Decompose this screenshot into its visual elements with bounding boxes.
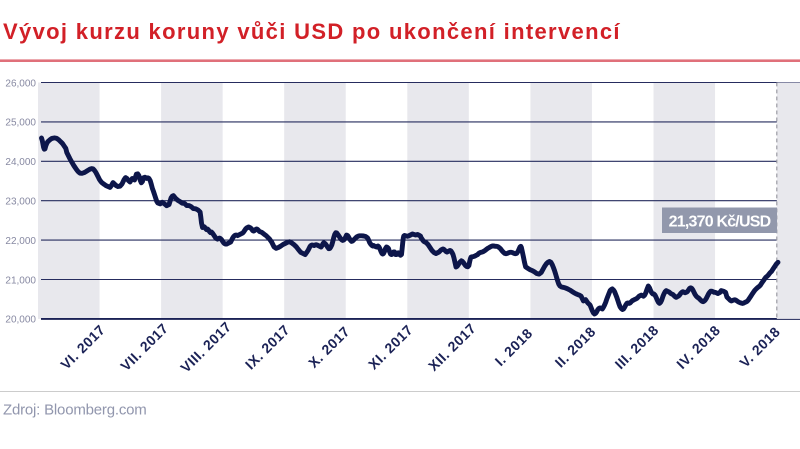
svg-text:23,000: 23,000 (5, 197, 36, 208)
svg-text:21,000: 21,000 (5, 275, 36, 286)
svg-text:Zdroj: Bloomberg.com: Zdroj: Bloomberg.com (3, 402, 147, 419)
svg-text:20,000: 20,000 (5, 315, 36, 326)
svg-text:22,000: 22,000 (5, 236, 36, 247)
svg-text:24,000: 24,000 (5, 157, 36, 168)
svg-text:25,000: 25,000 (5, 118, 36, 129)
svg-text:26,000: 26,000 (5, 78, 36, 89)
svg-text:Vývoj kurzu koruny vůči USD po: Vývoj kurzu koruny vůči USD po ukončení … (3, 19, 621, 44)
svg-text:21,370 Kč/USD: 21,370 Kč/USD (669, 214, 771, 231)
